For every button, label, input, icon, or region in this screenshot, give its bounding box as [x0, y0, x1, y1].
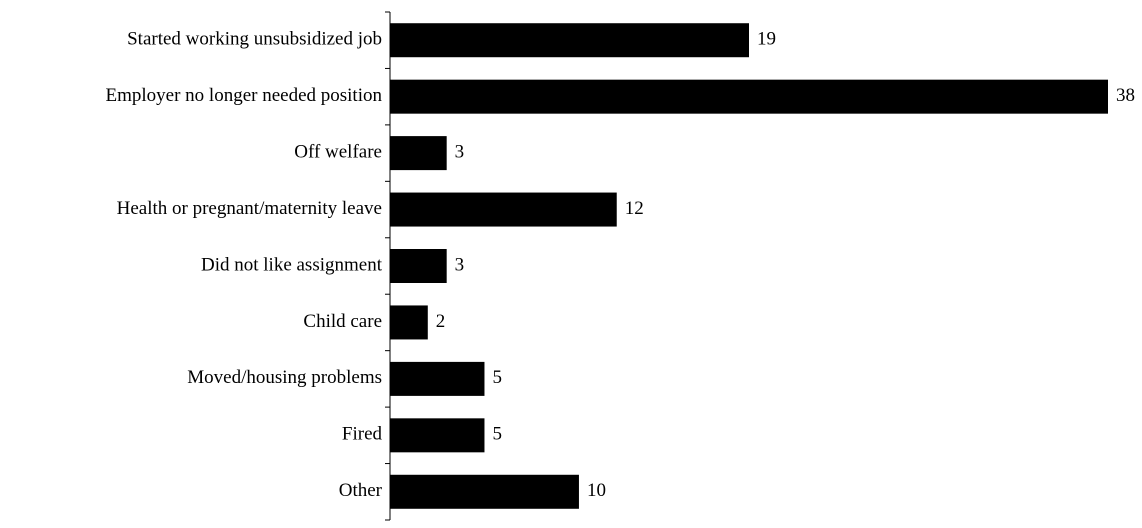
bar	[390, 361, 485, 396]
value-label: 10	[587, 480, 606, 501]
bar	[390, 249, 447, 283]
bar	[390, 474, 579, 509]
bar	[390, 192, 617, 227]
category-label: Child care	[303, 311, 382, 332]
category-label: Health or pregnant/maternity leave	[117, 198, 382, 219]
bar	[390, 23, 749, 58]
bar	[390, 418, 485, 453]
category-label: Off welfare	[294, 141, 382, 162]
value-label: 12	[625, 198, 644, 219]
category-label: Started working unsubsidized job	[127, 29, 382, 50]
category-label: Did not like assignment	[201, 254, 383, 275]
bar	[390, 79, 1108, 114]
value-label: 2	[436, 311, 446, 332]
bar	[390, 305, 428, 340]
bar	[390, 136, 447, 171]
category-label: Moved/housing problems	[187, 367, 382, 388]
value-label: 5	[492, 367, 502, 388]
value-label: 3	[455, 141, 465, 162]
value-label: 5	[492, 424, 502, 445]
category-label: Fired	[342, 424, 383, 445]
category-label: Other	[339, 480, 383, 501]
value-label: 38	[1116, 85, 1135, 106]
value-label: 3	[455, 254, 465, 275]
category-label: Employer no longer needed position	[106, 85, 383, 106]
value-label: 19	[757, 29, 776, 50]
